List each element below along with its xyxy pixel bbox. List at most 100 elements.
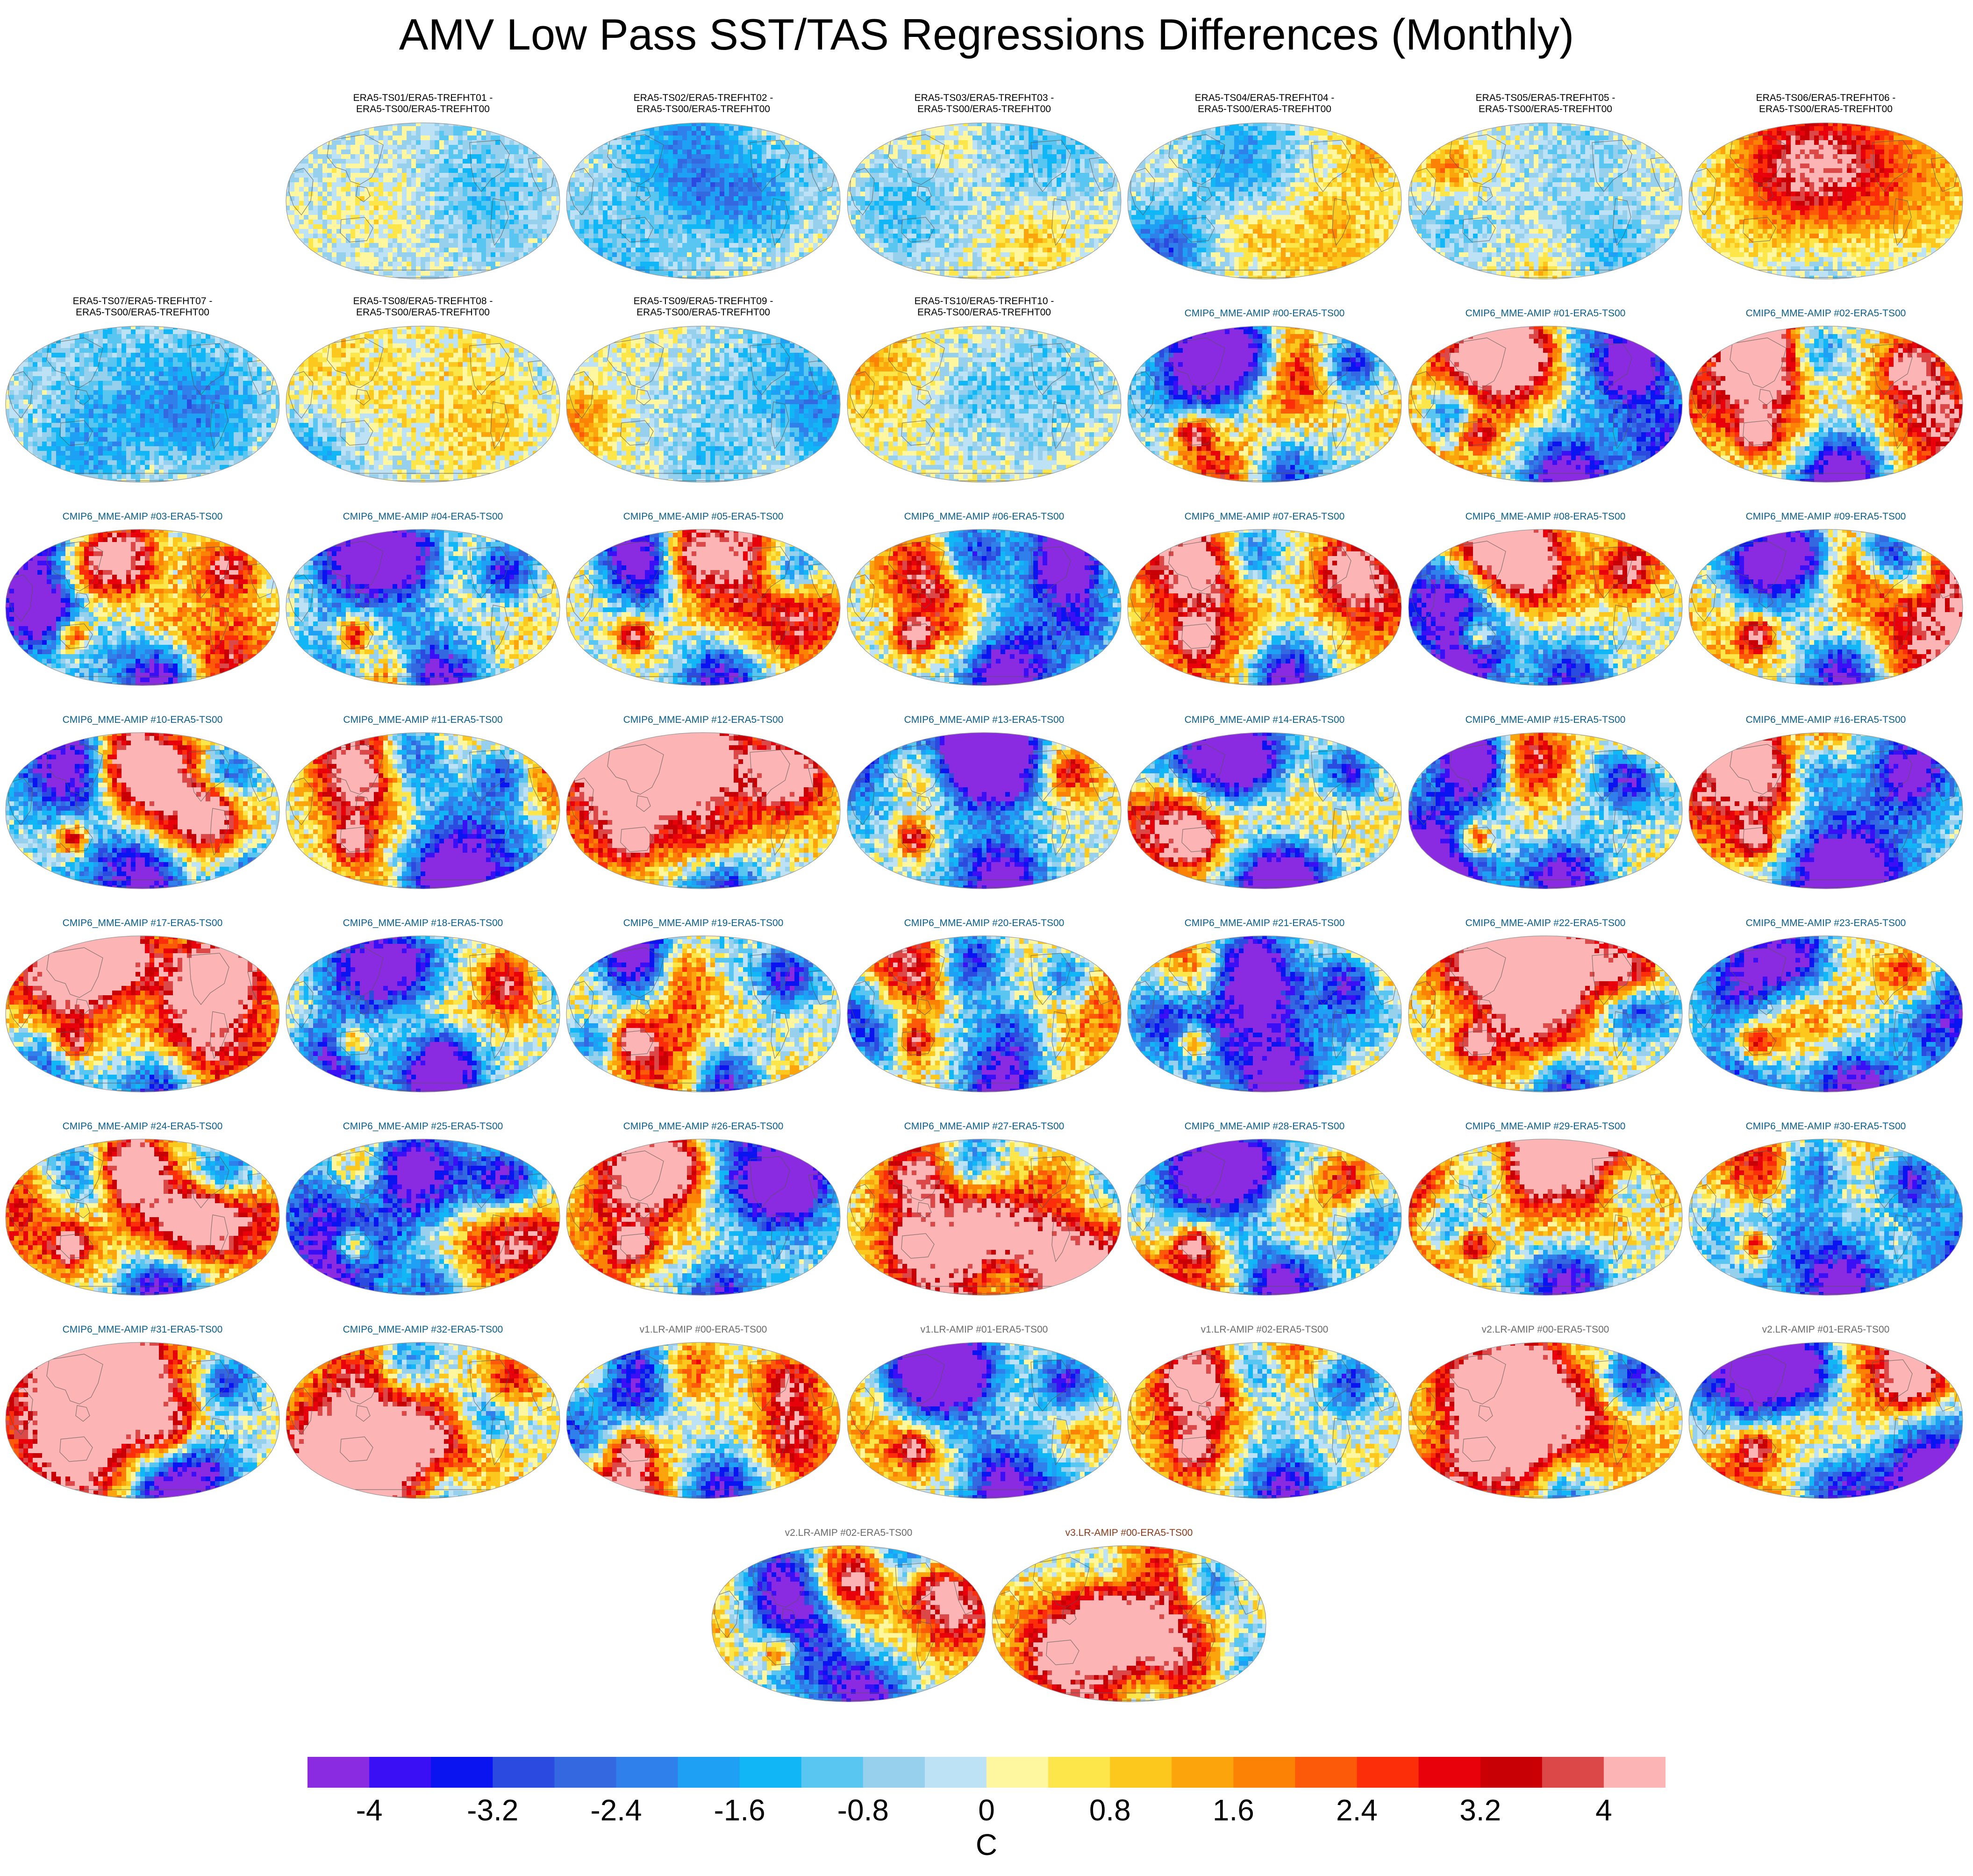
map-cell xyxy=(505,276,510,280)
map-cell xyxy=(1080,187,1085,192)
map-cell xyxy=(836,257,841,262)
map-cell xyxy=(710,168,715,173)
map-cell xyxy=(350,248,356,253)
map-cell xyxy=(308,238,314,243)
map-cell xyxy=(449,252,454,257)
map-cell xyxy=(1038,192,1043,197)
map-cell xyxy=(687,126,692,131)
map-cell xyxy=(313,159,318,164)
map-cell xyxy=(551,276,557,280)
map-cell xyxy=(533,220,538,225)
map-cell xyxy=(650,229,655,234)
map-cell xyxy=(898,182,903,187)
map-cell xyxy=(710,131,715,136)
map-cell xyxy=(388,121,393,127)
map-cell xyxy=(467,187,472,192)
map-cell xyxy=(379,248,384,253)
map-cell xyxy=(972,164,978,169)
map-cell xyxy=(285,252,290,257)
map-cell xyxy=(584,159,589,164)
map-cell xyxy=(692,121,697,127)
map-cell xyxy=(813,234,818,239)
map-cell xyxy=(500,271,505,276)
map-cell xyxy=(435,159,440,164)
map-cell xyxy=(921,150,926,155)
map-cell xyxy=(640,224,645,229)
map-cell xyxy=(374,215,379,220)
map-cell xyxy=(537,196,543,201)
map-cell xyxy=(752,159,758,164)
map-cell xyxy=(533,276,538,280)
map-cell xyxy=(790,131,795,136)
map-cell xyxy=(299,136,304,141)
map-cell xyxy=(617,238,622,243)
map-cell xyxy=(1108,159,1113,164)
map-cell xyxy=(860,145,865,150)
map-cell xyxy=(416,192,421,197)
map-cell xyxy=(785,238,790,243)
map-cell xyxy=(481,178,486,183)
map-cell xyxy=(533,145,538,150)
map-cell xyxy=(1117,150,1122,155)
map-cell xyxy=(771,224,776,229)
map-cell xyxy=(388,248,393,253)
map-cell xyxy=(565,150,571,155)
map-cell xyxy=(435,234,440,239)
map-cell xyxy=(327,220,332,225)
map-cell xyxy=(416,224,421,229)
map-cell xyxy=(542,140,547,145)
map-cell xyxy=(1001,150,1006,155)
map-cell xyxy=(1061,178,1066,183)
map-cell xyxy=(706,201,711,206)
map-cell xyxy=(836,131,841,136)
map-cell xyxy=(299,234,304,239)
map-cell xyxy=(584,257,589,262)
map-cell xyxy=(996,145,1001,150)
map-cell xyxy=(1075,164,1080,169)
map-cell xyxy=(402,140,407,145)
map-cell xyxy=(481,173,486,178)
map-cell xyxy=(397,140,402,145)
map-cell xyxy=(416,206,421,211)
map-cell xyxy=(332,229,337,234)
map-cell xyxy=(912,140,917,145)
map-cell xyxy=(304,131,309,136)
map-cell xyxy=(916,159,922,164)
map-cell xyxy=(678,229,683,234)
map-cell xyxy=(374,229,379,234)
map-cell xyxy=(612,234,617,239)
map-cell xyxy=(804,173,809,178)
map-cell xyxy=(294,173,300,178)
map-cell xyxy=(533,201,538,206)
map-cell xyxy=(780,229,786,234)
map-cell xyxy=(1075,154,1080,159)
map-cell xyxy=(794,234,800,239)
map-cell xyxy=(547,121,552,127)
map-cell xyxy=(776,126,781,131)
map-cell xyxy=(785,252,790,257)
map-cell xyxy=(463,192,468,197)
map-cell xyxy=(776,220,781,225)
map-cell xyxy=(439,164,444,169)
map-cell xyxy=(477,131,482,136)
map-cell xyxy=(879,136,884,141)
map-cell xyxy=(860,140,865,145)
map-cell xyxy=(304,229,309,234)
map-cell xyxy=(692,131,697,136)
map-cell xyxy=(659,131,664,136)
map-cell xyxy=(654,136,659,141)
map-cell xyxy=(299,159,304,164)
map-cell xyxy=(435,121,440,127)
map-cell xyxy=(294,154,300,159)
map-cell xyxy=(822,126,828,131)
map-cell xyxy=(724,136,729,141)
map-cell xyxy=(533,252,538,257)
map-cell xyxy=(780,276,786,280)
map-cell xyxy=(617,234,622,239)
map-cell xyxy=(743,140,748,145)
map-cell xyxy=(631,257,636,262)
map-cell xyxy=(500,257,505,262)
map-cell xyxy=(696,182,701,187)
map-cell xyxy=(537,126,543,131)
map-cell xyxy=(402,196,407,201)
